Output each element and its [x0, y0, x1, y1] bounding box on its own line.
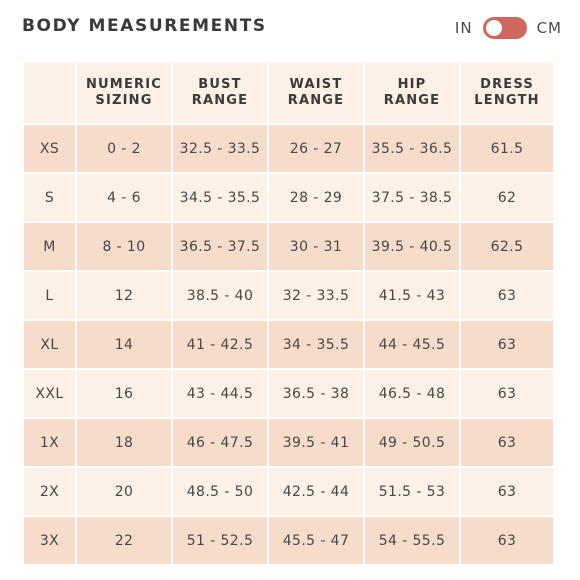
dress-length-cell: 63 [461, 272, 553, 319]
size-chart-table: NUMERIC SIZING BUST RANGE WAIST RANGE HI… [22, 60, 555, 566]
table-row: L 12 38.5 - 40 32 - 33.5 41.5 - 43 63 [24, 272, 553, 319]
numeric-sizing-cell: 20 [77, 468, 171, 515]
page-title: BODY MEASUREMENTS [22, 16, 267, 36]
bust-range-cell: 41 - 42.5 [173, 321, 267, 368]
switch-knob [485, 20, 502, 36]
bust-range-cell: 48.5 - 50 [173, 468, 267, 515]
table-row: 3X 22 51 - 52.5 45.5 - 47 54 - 55.5 63 [24, 517, 553, 564]
header-line: WAIST [289, 76, 343, 92]
waist-range-cell: 34 - 35.5 [269, 321, 363, 368]
size-label-cell: M [24, 223, 75, 270]
numeric-sizing-cell: 0 - 2 [77, 125, 171, 172]
table-row: XL 14 41 - 42.5 34 - 35.5 44 - 45.5 63 [24, 321, 553, 368]
waist-range-cell: 30 - 31 [269, 223, 363, 270]
header-line: RANGE [191, 92, 249, 108]
numeric-sizing-cell: 14 [77, 321, 171, 368]
table-row: 2X 20 48.5 - 50 42.5 - 44 51.5 - 53 63 [24, 468, 553, 515]
size-label-cell: 2X [24, 468, 75, 515]
bust-range-cell: 46 - 47.5 [173, 419, 267, 466]
waist-range-cell: 36.5 - 38 [269, 370, 363, 417]
header-line: LENGTH [474, 92, 540, 108]
bust-range-cell: 38.5 - 40 [173, 272, 267, 319]
table-row: 1X 18 46 - 47.5 39.5 - 41 49 - 50.5 63 [24, 419, 553, 466]
header-cell-size [24, 62, 75, 123]
waist-range-cell: 42.5 - 44 [269, 468, 363, 515]
dress-length-cell: 63 [461, 468, 553, 515]
unit-label-cm[interactable]: CM [536, 19, 562, 37]
unit-toggle: IN CM [455, 16, 562, 40]
header: BODY MEASUREMENTS IN CM [22, 14, 562, 42]
header-line: RANGE [287, 92, 345, 108]
header-cell-numeric-sizing: NUMERIC SIZING [77, 62, 171, 123]
header-line: HIP [397, 76, 427, 92]
header-row: NUMERIC SIZING BUST RANGE WAIST RANGE HI… [24, 62, 553, 123]
dress-length-cell: 62.5 [461, 223, 553, 270]
waist-range-cell: 28 - 29 [269, 174, 363, 221]
bust-range-cell: 43 - 44.5 [173, 370, 267, 417]
numeric-sizing-cell: 8 - 10 [77, 223, 171, 270]
table-row: S 4 - 6 34.5 - 35.5 28 - 29 37.5 - 38.5 … [24, 174, 553, 221]
hip-range-cell: 37.5 - 38.5 [365, 174, 459, 221]
hip-range-cell: 51.5 - 53 [365, 468, 459, 515]
table-row: XXL 16 43 - 44.5 36.5 - 38 46.5 - 48 63 [24, 370, 553, 417]
numeric-sizing-cell: 4 - 6 [77, 174, 171, 221]
unit-switch[interactable] [482, 17, 527, 39]
numeric-sizing-cell: 16 [77, 370, 171, 417]
size-label-cell: XXL [24, 370, 75, 417]
size-label-cell: XL [24, 321, 75, 368]
dress-length-cell: 63 [461, 321, 553, 368]
dress-length-cell: 61.5 [461, 125, 553, 172]
waist-range-cell: 45.5 - 47 [269, 517, 363, 564]
size-label-cell: 3X [24, 517, 75, 564]
waist-range-cell: 32 - 33.5 [269, 272, 363, 319]
table-row: XS 0 - 2 32.5 - 33.5 26 - 27 35.5 - 36.5… [24, 125, 553, 172]
hip-range-cell: 54 - 55.5 [365, 517, 459, 564]
bust-range-cell: 51 - 52.5 [173, 517, 267, 564]
waist-range-cell: 39.5 - 41 [269, 419, 363, 466]
bust-range-cell: 32.5 - 33.5 [173, 125, 267, 172]
dress-length-cell: 63 [461, 419, 553, 466]
unit-label-in[interactable]: IN [454, 19, 473, 37]
header-cell-bust-range: BUST RANGE [173, 62, 267, 123]
header-cell-hip-range: HIP RANGE [365, 62, 459, 123]
table-row: M 8 - 10 36.5 - 37.5 30 - 31 39.5 - 40.5… [24, 223, 553, 270]
hip-range-cell: 35.5 - 36.5 [365, 125, 459, 172]
bust-range-cell: 36.5 - 37.5 [173, 223, 267, 270]
numeric-sizing-cell: 12 [77, 272, 171, 319]
dress-length-cell: 63 [461, 517, 553, 564]
hip-range-cell: 41.5 - 43 [365, 272, 459, 319]
dress-length-cell: 63 [461, 370, 553, 417]
size-label-cell: S [24, 174, 75, 221]
header-line: SIZING [95, 92, 153, 108]
header-cell-waist-range: WAIST RANGE [269, 62, 363, 123]
header-line: BUST [198, 76, 242, 92]
bust-range-cell: 34.5 - 35.5 [173, 174, 267, 221]
hip-range-cell: 39.5 - 40.5 [365, 223, 459, 270]
numeric-sizing-cell: 22 [77, 517, 171, 564]
size-label-cell: XS [24, 125, 75, 172]
size-label-cell: 1X [24, 419, 75, 466]
waist-range-cell: 26 - 27 [269, 125, 363, 172]
hip-range-cell: 49 - 50.5 [365, 419, 459, 466]
numeric-sizing-cell: 18 [77, 419, 171, 466]
hip-range-cell: 46.5 - 48 [365, 370, 459, 417]
hip-range-cell: 44 - 45.5 [365, 321, 459, 368]
header-cell-dress-length: DRESS LENGTH [461, 62, 553, 123]
header-line: NUMERIC [85, 76, 163, 92]
size-label-cell: L [24, 272, 75, 319]
header-line: DRESS [480, 76, 534, 92]
dress-length-cell: 62 [461, 174, 553, 221]
header-line: RANGE [383, 92, 441, 108]
